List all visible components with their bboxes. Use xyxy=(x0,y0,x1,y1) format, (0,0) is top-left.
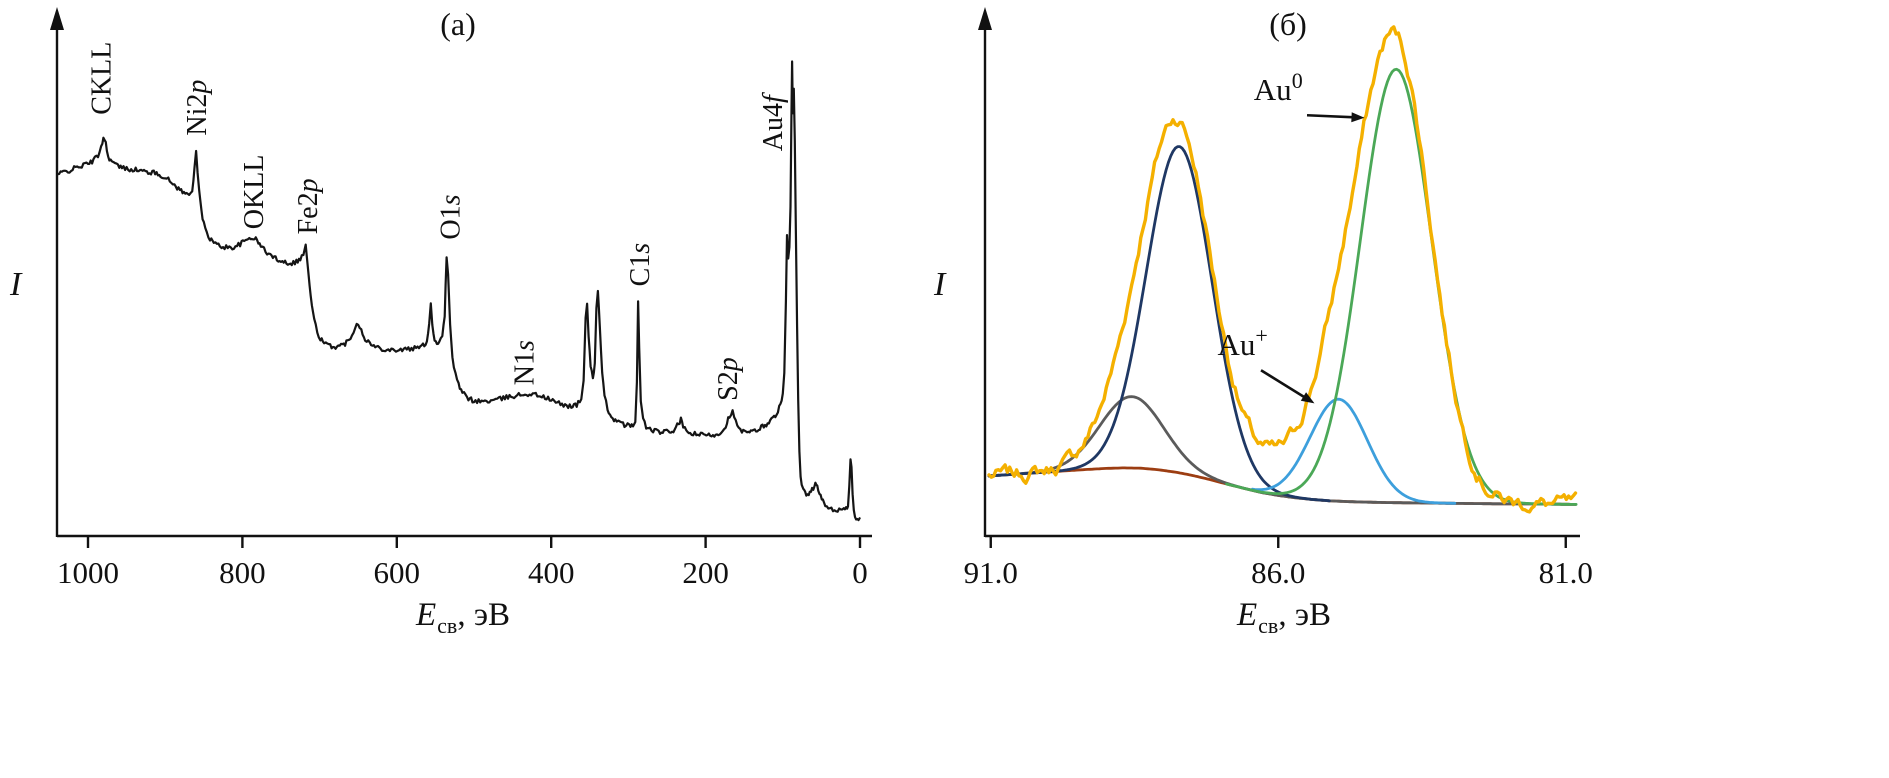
panel-a-xlabel-symbol: E xyxy=(415,597,437,633)
panel-b-y-axis-arrow-icon xyxy=(978,7,992,30)
panel-a-ylabel: I xyxy=(10,266,22,303)
panel-a-title: (а) xyxy=(440,6,476,42)
peak-label-o1s: O1s xyxy=(435,194,466,239)
peak-label-s2p: S2p xyxy=(713,357,744,401)
panel-b-title: (б) xyxy=(1269,6,1307,42)
component-au-plus-4f72 xyxy=(1251,397,1457,505)
panel-a-xlabel-subscript: св xyxy=(437,613,458,638)
panel-b-xlabel-symbol: E xyxy=(1236,597,1258,633)
peak-label-ckll: CKLL xyxy=(86,42,117,115)
panel-a-tick-label: 800 xyxy=(219,555,266,590)
panel-b-tick-label: 81.0 xyxy=(1539,555,1593,590)
panel-a-tick-label: 600 xyxy=(374,555,421,590)
panel-a-y-axis-arrow-icon xyxy=(50,7,64,30)
survey-spectrum-curve xyxy=(56,60,861,522)
annotation-au-label: Au+ xyxy=(1217,323,1267,362)
panel-a-tick-label: 0 xyxy=(852,555,868,590)
panel-b-tick-label: 91.0 xyxy=(964,555,1018,590)
component-au-plus-4f52 xyxy=(987,395,1577,506)
annotation-arrow-0-head-icon xyxy=(1351,112,1365,123)
peak-label-okll: OKLL xyxy=(239,155,270,230)
panel-a-tick-label: 1000 xyxy=(57,555,119,590)
peak-label-ni2p: Ni2p xyxy=(182,80,213,136)
annotation-au0-label: Au0 xyxy=(1254,68,1303,107)
panel-b-tick-label: 86.0 xyxy=(1251,555,1305,590)
panel-a-xlabel: Eсв, эВ xyxy=(415,597,511,638)
panel-a-tick-label: 200 xyxy=(682,555,729,590)
annotation-arrow-1-line xyxy=(1260,369,1307,400)
panel-b-xlabel-subscript: св xyxy=(1258,613,1279,638)
panel-b-ylabel: I xyxy=(934,266,946,303)
component-au-zero-4f52 xyxy=(987,145,1331,503)
annotation-arrow-1-head-icon xyxy=(1300,392,1315,404)
peak-label-c1s: C1s xyxy=(625,243,656,287)
peak-label-fe2p: Fe2p xyxy=(293,178,324,234)
panel-b-xlabel-suffix: , эВ xyxy=(1278,597,1332,633)
experimental-spectrum xyxy=(987,25,1578,514)
peak-label-n1s: N1s xyxy=(509,340,540,385)
panel-b-xlabel: Eсв, эВ xyxy=(1236,597,1332,638)
peak-label-au4f: Au4f xyxy=(758,92,789,151)
annotation-arrow-0-line xyxy=(1306,113,1355,119)
panel-a-xlabel-suffix: , эВ xyxy=(457,597,511,633)
panel-a-tick-label: 400 xyxy=(528,555,575,590)
